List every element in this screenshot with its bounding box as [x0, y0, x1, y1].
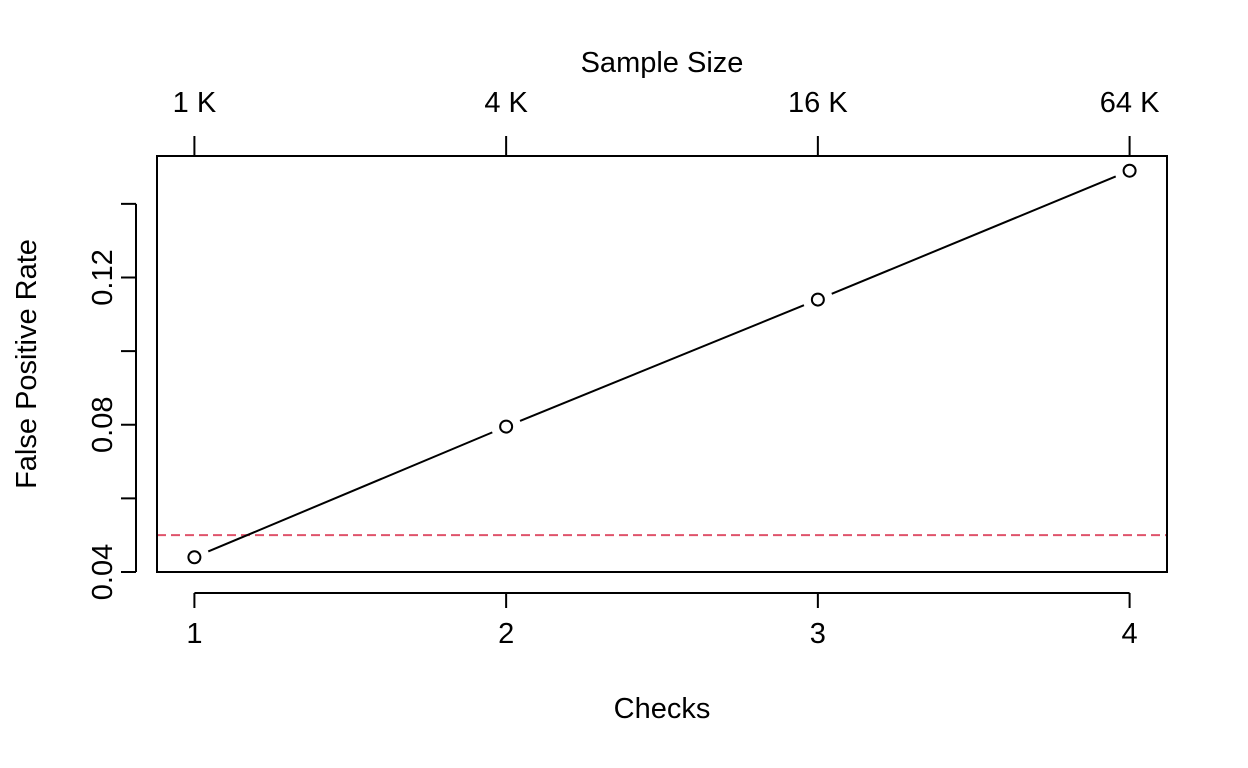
data-point — [1122, 163, 1137, 178]
top-tick-label: 4 K — [484, 87, 528, 119]
plot-frame — [156, 155, 1168, 573]
data-point — [187, 550, 202, 565]
y-axis-title: False Positive Rate — [11, 239, 43, 489]
y-tick-label: 0.04 — [87, 544, 119, 600]
data-point — [810, 292, 825, 307]
x-tick-label: 1 — [186, 618, 202, 650]
top-tick-label: 16 K — [788, 87, 848, 119]
y-tick-label: 0.12 — [87, 249, 119, 305]
data-point — [499, 419, 514, 434]
series-line-segment — [519, 304, 805, 422]
top-tick-label: 1 K — [173, 87, 217, 119]
top-tick-label: 64 K — [1100, 87, 1160, 119]
x-tick-label: 4 — [1122, 618, 1138, 650]
chart-marks — [157, 163, 1167, 565]
series-line-segment — [831, 175, 1117, 295]
series-line-segment — [207, 431, 493, 553]
chart-axes: 1 2 3 4 1 K 4 K 16 K 64 K 0.04 0.08 0.12 — [87, 87, 1160, 650]
chart-labels: Checks Sample Size False Positive Rate — [11, 47, 743, 725]
x-tick-label: 3 — [810, 618, 826, 650]
y-tick-label: 0.08 — [87, 397, 119, 453]
x-tick-label: 2 — [498, 618, 514, 650]
secondary-x-axis-title: Sample Size — [581, 47, 744, 79]
x-axis-title: Checks — [614, 693, 711, 725]
